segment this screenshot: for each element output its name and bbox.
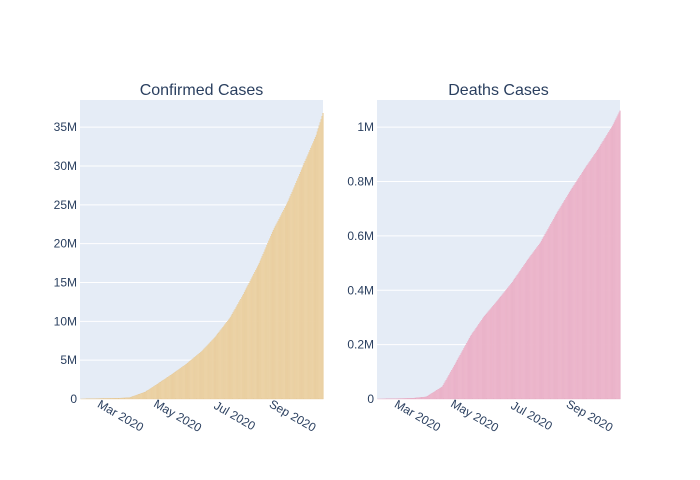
y-tick-label: 0 xyxy=(70,392,77,406)
x-tick-label: May 2020 xyxy=(151,396,204,435)
y-tick-label: 30M xyxy=(54,159,77,173)
deaths-cases-panel: 0 0.2M 0.4M 0.6M 0.8M 1M Mar 2020 May 2020 Jul 2… xyxy=(347,82,621,435)
y-tick-label: 1M xyxy=(357,120,374,134)
y-tick-label: 0.6M xyxy=(347,229,374,243)
x-tick-label: Mar 2020 xyxy=(95,397,146,435)
x-tick-label: Jul 2020 xyxy=(212,398,259,433)
chart-title: Deaths Cases xyxy=(448,82,549,99)
y-tick-label: 0.4M xyxy=(347,283,374,297)
confirmed-cases-panel: 0 5M 10M 15M 20M 25M 30M 35M Mar 2020 May 2020 Jul… xyxy=(54,82,324,435)
y-tick-label: 10M xyxy=(54,314,77,328)
y-tick-label: 0.8M xyxy=(347,175,374,189)
y-tick-label: 0 xyxy=(367,392,374,406)
bars xyxy=(377,110,621,400)
y-tick-label: 35M xyxy=(54,120,77,134)
chart-title: Confirmed Cases xyxy=(140,82,264,99)
bar xyxy=(619,110,621,400)
y-tick-label: 0.2M xyxy=(347,338,374,352)
x-tick-label: Sep 2020 xyxy=(564,397,616,435)
bars xyxy=(80,113,324,400)
y-tick-label: 15M xyxy=(54,276,77,290)
x-tick-label: Sep 2020 xyxy=(267,397,319,435)
y-tick-label: 20M xyxy=(54,237,77,251)
x-tick-label: May 2020 xyxy=(448,396,501,435)
y-tick-label: 25M xyxy=(54,198,77,212)
x-tick-label: Jul 2020 xyxy=(509,398,556,433)
y-tick-label: 5M xyxy=(60,353,77,367)
bar xyxy=(322,113,324,400)
x-tick-label: Mar 2020 xyxy=(392,397,443,435)
